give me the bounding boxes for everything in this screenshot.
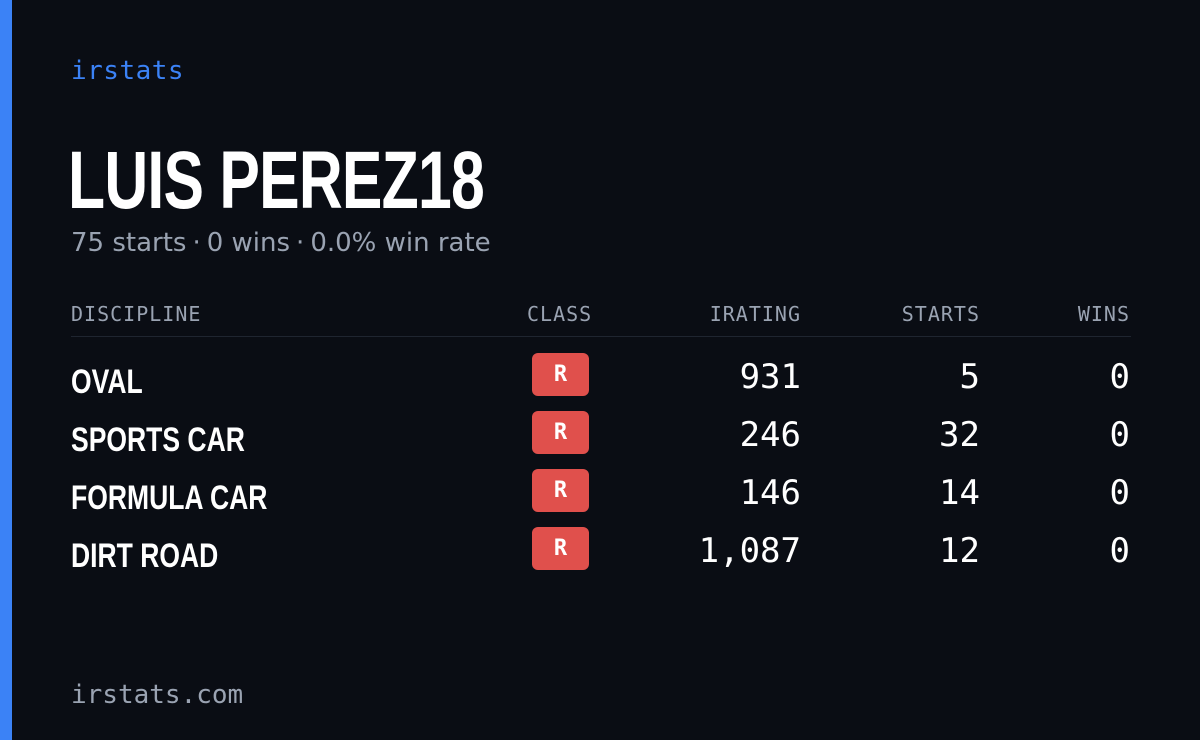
table-row: SPORTS CAR R 246 32 0 [71, 411, 1131, 469]
wins-summary: 0 wins [206, 228, 291, 258]
starts-value: 32 [939, 415, 980, 455]
column-header-irating: IRATING [709, 302, 801, 326]
column-header-wins: WINS [1077, 302, 1130, 326]
column-header-discipline: DISCIPLINE [71, 302, 202, 326]
player-summary: 75 starts · 0 wins · 0.0% win rate [71, 228, 491, 258]
win-rate-summary: 0.0% win rate [310, 228, 491, 258]
discipline-name: DIRT ROAD [71, 537, 219, 575]
starts-value: 14 [939, 473, 980, 513]
irating-value: 1,087 [698, 531, 801, 571]
irating-value: 246 [739, 415, 801, 455]
table-row: FORMULA CAR R 146 14 0 [71, 469, 1131, 527]
discipline-name: OVAL [71, 363, 143, 401]
wins-value: 0 [1109, 531, 1130, 571]
table-body: OVAL R 931 5 0 SPORTS CAR R 246 32 0 FOR… [71, 353, 1131, 585]
page-title: LUIS PEREZ18 [68, 135, 485, 226]
starts-summary: 75 starts [71, 228, 187, 258]
column-header-starts: STARTS [901, 302, 980, 326]
table-header: DISCIPLINE CLASS IRATING STARTS WINS [71, 298, 1131, 337]
irating-value: 931 [739, 357, 801, 397]
table-row: OVAL R 931 5 0 [71, 353, 1131, 411]
column-header-class: CLASS [527, 302, 593, 326]
starts-value: 5 [959, 357, 980, 397]
discipline-name: FORMULA CAR [71, 479, 268, 517]
footer-url: irstats.com [71, 680, 244, 710]
wins-value: 0 [1109, 415, 1130, 455]
irating-value: 146 [739, 473, 801, 513]
stats-table: DISCIPLINE CLASS IRATING STARTS WINS OVA… [71, 298, 1131, 585]
brand-logo: irstats [71, 56, 185, 86]
license-class-badge: R [532, 469, 589, 512]
license-class-badge: R [532, 411, 589, 454]
wins-value: 0 [1109, 473, 1130, 513]
starts-value: 12 [939, 531, 980, 571]
license-class-badge: R [532, 527, 589, 570]
discipline-name: SPORTS CAR [71, 421, 245, 459]
accent-bar [0, 0, 12, 740]
wins-value: 0 [1109, 357, 1130, 397]
separator-dot: · [296, 228, 305, 258]
table-row: DIRT ROAD R 1,087 12 0 [71, 527, 1131, 585]
separator-dot: · [192, 228, 201, 258]
license-class-badge: R [532, 353, 589, 396]
